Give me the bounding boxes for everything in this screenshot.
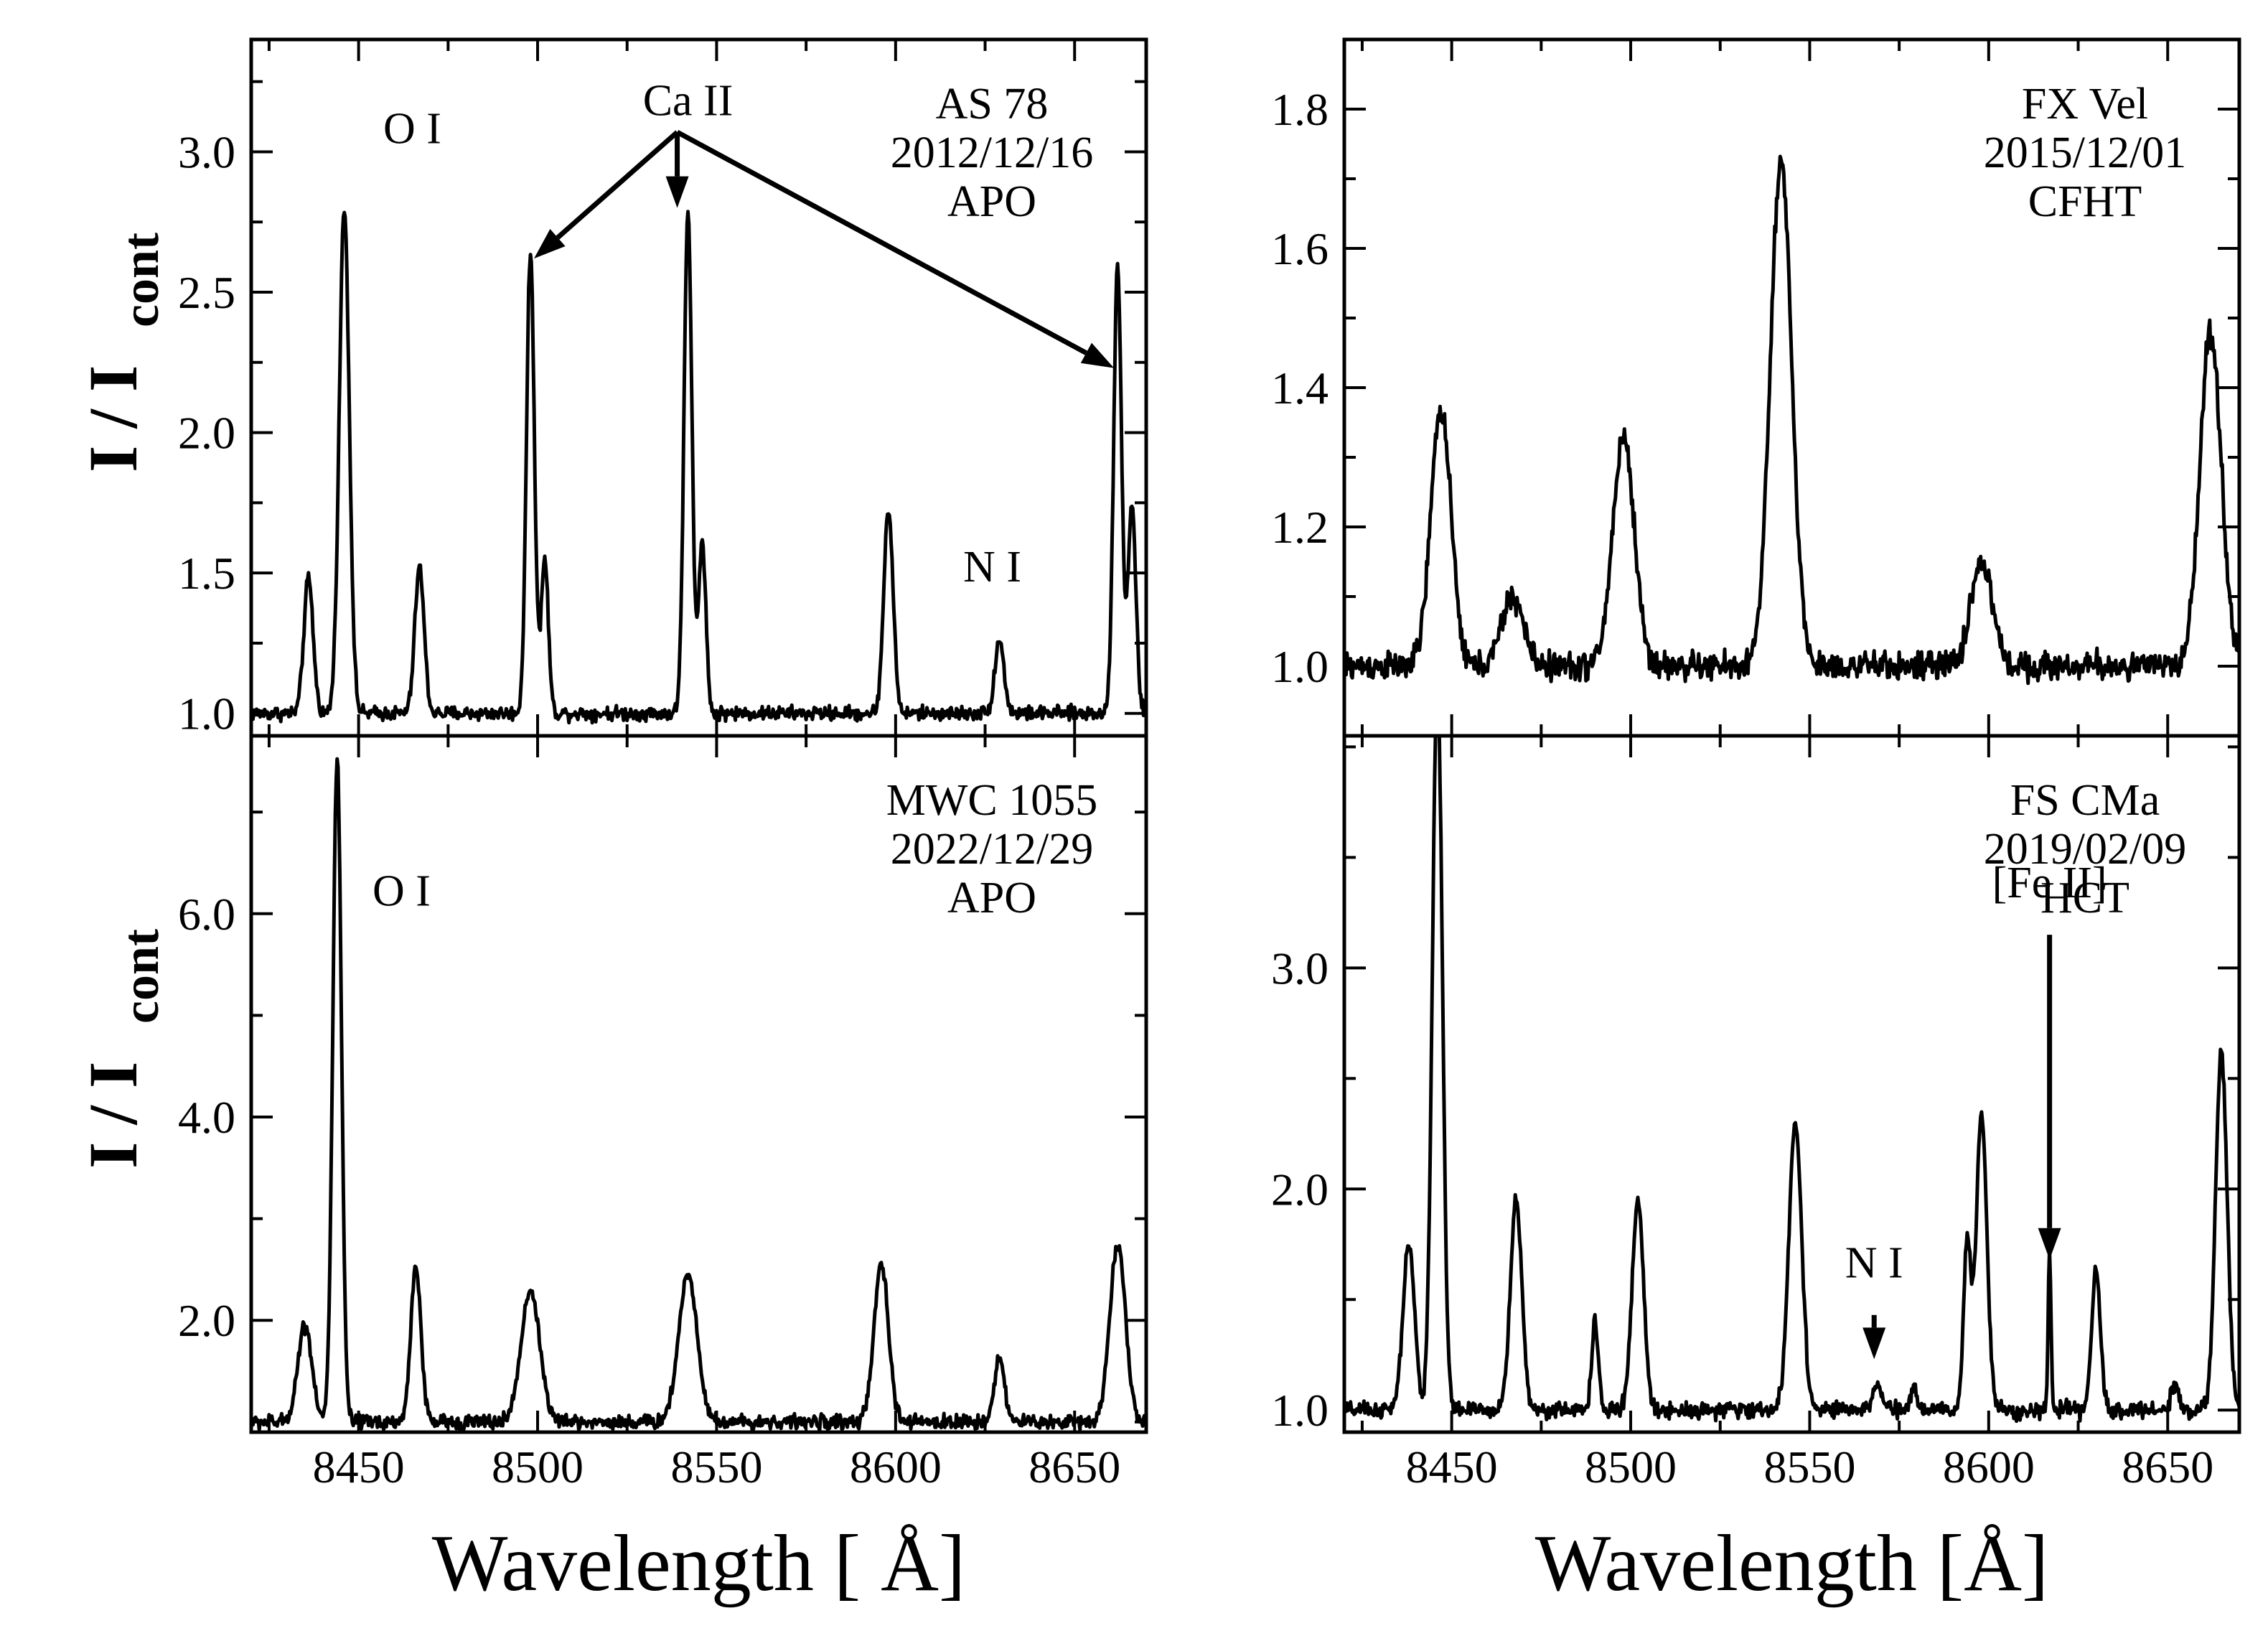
y-axis-label-main: I / I	[75, 1062, 151, 1169]
y-tick-label: 1.0	[1271, 641, 1329, 692]
x-tick-label: 8500	[1585, 1441, 1677, 1492]
line-label: O I	[383, 105, 441, 154]
x-tick-label: 8600	[850, 1441, 942, 1492]
x-axis-label: Wavelength [ Å]	[432, 1519, 966, 1608]
panel-title-line: CFHT	[2028, 177, 2142, 226]
x-axis-label: Wavelength [Å]	[1535, 1519, 2049, 1608]
annotation-arrow	[1862, 1314, 1886, 1360]
annotation-arrow	[675, 129, 1115, 368]
annotation-arrow	[2038, 935, 2061, 1260]
panel-title-line: 2012/12/16	[891, 128, 1093, 177]
spectrum-line-bottom-left	[251, 757, 1146, 1432]
y-tick-label: 6.0	[178, 889, 235, 940]
panel-title-line: FX Vel	[2022, 80, 2148, 128]
panel-frame	[249, 734, 1148, 1434]
x-tick-label: 8500	[492, 1441, 584, 1492]
y-tick-label: 2.0	[1271, 1164, 1329, 1215]
y-axis-label-sub: cont	[112, 929, 169, 1024]
y-tick-label: 1.2	[1271, 502, 1329, 553]
x-tick-label: 8650	[2122, 1441, 2213, 1492]
panel-title-line: APO	[947, 177, 1036, 226]
annotation-arrow	[534, 130, 679, 259]
y-tick-label: 2.5	[178, 267, 235, 318]
line-label: N I	[963, 543, 1021, 592]
y-axis-label: I / I cont	[75, 233, 169, 472]
x-tick-label: 8600	[1943, 1441, 2035, 1492]
y-tick-label: 1.0	[1271, 1385, 1329, 1436]
y-tick-label: 2.0	[178, 408, 235, 459]
spectrum-line-top-right	[1344, 154, 2239, 686]
panel-title-line: HCT	[2040, 874, 2129, 922]
line-label: O I	[372, 866, 431, 915]
spectrum-line-top-left	[251, 210, 1146, 725]
panel-title-line: MWC 1055	[886, 776, 1098, 825]
y-tick-label: 2.0	[178, 1295, 235, 1346]
x-tick-label: 8450	[313, 1441, 405, 1492]
x-tick-label: 8550	[670, 1441, 762, 1492]
panel-bottom-left: 2.0 4.0 6.0 8450 8500 8550 8600 8650 Wavelength …	[75, 734, 1148, 1608]
y-tick-label: 4.0	[178, 1092, 235, 1143]
spectrum-line-bottom-right	[1344, 736, 2239, 1424]
panel-title-line: FS CMa	[2010, 776, 2160, 825]
y-tick-label: 3.0	[1271, 943, 1329, 994]
panel-bottom-right: 1.0 2.0 3.0 8450 8500 8550 8600 8650 Wavelength …	[1271, 734, 2241, 1608]
line-label: Ca II	[643, 77, 734, 126]
panel-title-line: 2019/02/09	[1984, 825, 2186, 874]
panel-frame	[1342, 734, 2241, 1434]
y-tick-label: 3.0	[178, 126, 235, 177]
y-axis-label: I / I cont	[75, 929, 169, 1169]
line-label: [Fe II]	[1992, 859, 2107, 907]
y-tick-label: 1.8	[1271, 84, 1329, 135]
y-axis-label-sub: cont	[112, 233, 169, 327]
y-tick-label: 1.4	[1271, 363, 1329, 413]
y-tick-label: 1.6	[1271, 223, 1329, 274]
line-label: N I	[1845, 1238, 1903, 1287]
y-tick-label: 1.0	[178, 688, 235, 739]
x-tick-label: 8650	[1028, 1441, 1120, 1492]
x-tick-label: 8450	[1406, 1441, 1498, 1492]
panel-top-left: 1.0 1.5 2.0 2.5 3.0 I / I cont AS 782012/12/16A…	[75, 37, 1148, 739]
panel-title-line: APO	[947, 874, 1036, 922]
y-tick-label: 1.5	[178, 548, 235, 599]
y-axis-label-main: I / I	[75, 365, 151, 472]
annotation-arrow	[665, 132, 689, 208]
x-tick-label: 8550	[1763, 1441, 1855, 1492]
panel-title-line: AS 78	[936, 80, 1049, 128]
panel-title-line: 2015/12/01	[1984, 128, 2186, 177]
panel-title-line: 2022/12/29	[891, 825, 1093, 874]
